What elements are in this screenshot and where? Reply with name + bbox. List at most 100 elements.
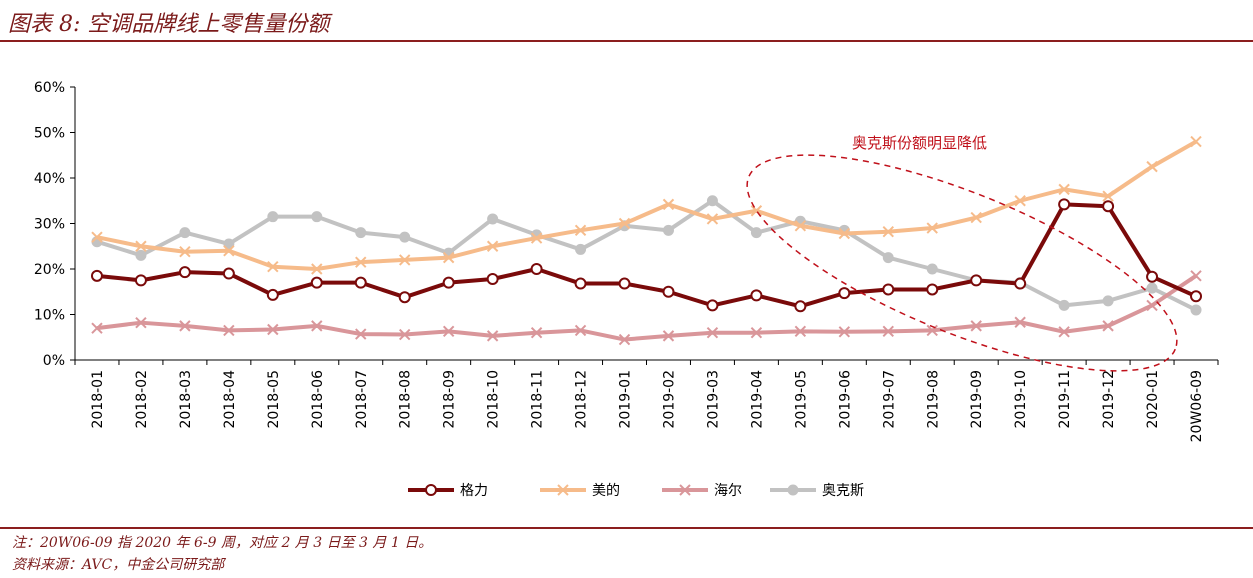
x-tick-label: 2018-06 xyxy=(310,370,326,429)
legend-item: 海尔 xyxy=(662,483,742,499)
data-point xyxy=(179,320,191,332)
legend: 格力 美的 海尔 奥克斯 xyxy=(408,482,864,499)
data-point xyxy=(618,333,631,346)
data-point xyxy=(1058,183,1070,196)
data-point xyxy=(1014,316,1026,328)
x-tick-label: 2018-11 xyxy=(530,370,546,429)
y-tick-label: 40% xyxy=(34,171,65,187)
data-point xyxy=(794,220,807,232)
legend-marker xyxy=(557,484,569,496)
x-tick-label: 2019-01 xyxy=(618,370,634,429)
data-point xyxy=(399,231,411,243)
data-point xyxy=(486,273,499,286)
data-point xyxy=(1190,270,1202,282)
data-point xyxy=(135,240,147,252)
data-point xyxy=(882,283,895,296)
data-point xyxy=(926,283,939,296)
data-point xyxy=(706,195,718,207)
legend-label: 海尔 xyxy=(714,483,742,499)
source-note: 资料来源：AVC，中金公司研究部 xyxy=(12,557,225,573)
series-line xyxy=(96,274,1198,342)
x-tick-label: 2018-12 xyxy=(574,370,590,429)
x-tick-label: 2020-01 xyxy=(1145,370,1161,429)
x-tick-label: 20W06-09 xyxy=(1189,370,1205,442)
series-2 xyxy=(91,270,1202,346)
data-point xyxy=(1146,299,1158,312)
legend-item: 美的 xyxy=(540,483,620,499)
data-point xyxy=(442,325,455,338)
data-point xyxy=(487,213,499,225)
data-point xyxy=(486,330,499,342)
data-point xyxy=(1102,190,1114,202)
data-point xyxy=(662,330,675,342)
data-point xyxy=(530,232,543,244)
title-divider xyxy=(0,40,1253,42)
data-point xyxy=(926,222,938,234)
data-point xyxy=(1102,200,1115,213)
annotation-label: 奥克斯份额明显降低 xyxy=(852,134,987,152)
x-tick-label: 2019-11 xyxy=(1057,370,1073,429)
data-point xyxy=(882,225,894,238)
data-point xyxy=(1014,277,1027,290)
x-tick-label: 2019-08 xyxy=(925,370,941,429)
x-tick-label: 2019-09 xyxy=(969,370,985,429)
x-tick-label: 2018-04 xyxy=(222,370,238,429)
data-point xyxy=(706,299,719,312)
data-point xyxy=(135,249,147,261)
data-point xyxy=(1058,299,1070,311)
x-tick-label: 2019-10 xyxy=(1013,370,1029,429)
x-tick-label: 2019-12 xyxy=(1101,370,1117,429)
x-tick-label: 2018-09 xyxy=(442,370,458,429)
data-point xyxy=(926,263,938,275)
data-point xyxy=(530,263,543,275)
data-point xyxy=(310,276,323,289)
x-tick-label: 2019-04 xyxy=(749,370,765,429)
x-tick-label: 2019-03 xyxy=(705,370,721,429)
data-point xyxy=(1190,135,1202,148)
legend-item: 格力 xyxy=(408,483,488,499)
data-point xyxy=(442,251,455,264)
data-point xyxy=(267,211,279,223)
data-point xyxy=(1058,198,1071,211)
data-point xyxy=(574,277,587,290)
y-tick-labels: 0% 10% 20% 30% 40% 50% 60% xyxy=(34,80,75,369)
data-point xyxy=(134,274,147,287)
data-point xyxy=(575,243,587,255)
series-line xyxy=(96,139,1198,271)
y-tick-label: 60% xyxy=(34,80,65,96)
data-point xyxy=(970,211,982,224)
data-point xyxy=(311,320,323,332)
legend-marker xyxy=(679,484,691,496)
data-point xyxy=(135,316,147,329)
data-point xyxy=(838,326,851,338)
line-chart: 0%10%20%30%40%50%60% 2018-01 2018-02 2018-… xyxy=(34,80,1219,499)
y-tick-label: 10% xyxy=(34,308,65,324)
legend-item: 奥克斯 xyxy=(770,482,864,499)
data-point xyxy=(750,289,763,302)
series-0 xyxy=(90,198,1203,313)
x-tick-label: 2018-03 xyxy=(178,370,194,429)
data-point xyxy=(399,328,411,341)
legend-marker xyxy=(425,484,437,496)
footnote: 注：20W06-09 指 2020 年 6-9 周，对应 2 月 3 日至 3 … xyxy=(12,535,433,551)
data-point xyxy=(1146,270,1159,283)
data-point xyxy=(442,276,455,289)
x-tick-label: 2018-07 xyxy=(354,370,370,429)
data-point xyxy=(222,267,235,280)
data-point xyxy=(1190,290,1203,303)
x-tick-label: 2019-02 xyxy=(661,370,677,429)
data-point xyxy=(662,198,675,211)
data-point xyxy=(267,323,279,336)
x-tick-label: 2019-06 xyxy=(837,370,853,429)
legend-label: 奥克斯 xyxy=(822,482,864,499)
legend-label: 格力 xyxy=(460,483,488,499)
data-point xyxy=(91,322,103,334)
data-point xyxy=(574,224,587,237)
data-point xyxy=(1058,326,1070,338)
data-point xyxy=(266,288,279,301)
data-point xyxy=(706,213,719,225)
data-point xyxy=(574,324,587,337)
data-point xyxy=(618,217,631,230)
x-tick-label: 2018-01 xyxy=(90,370,106,429)
data-point xyxy=(1102,295,1114,307)
